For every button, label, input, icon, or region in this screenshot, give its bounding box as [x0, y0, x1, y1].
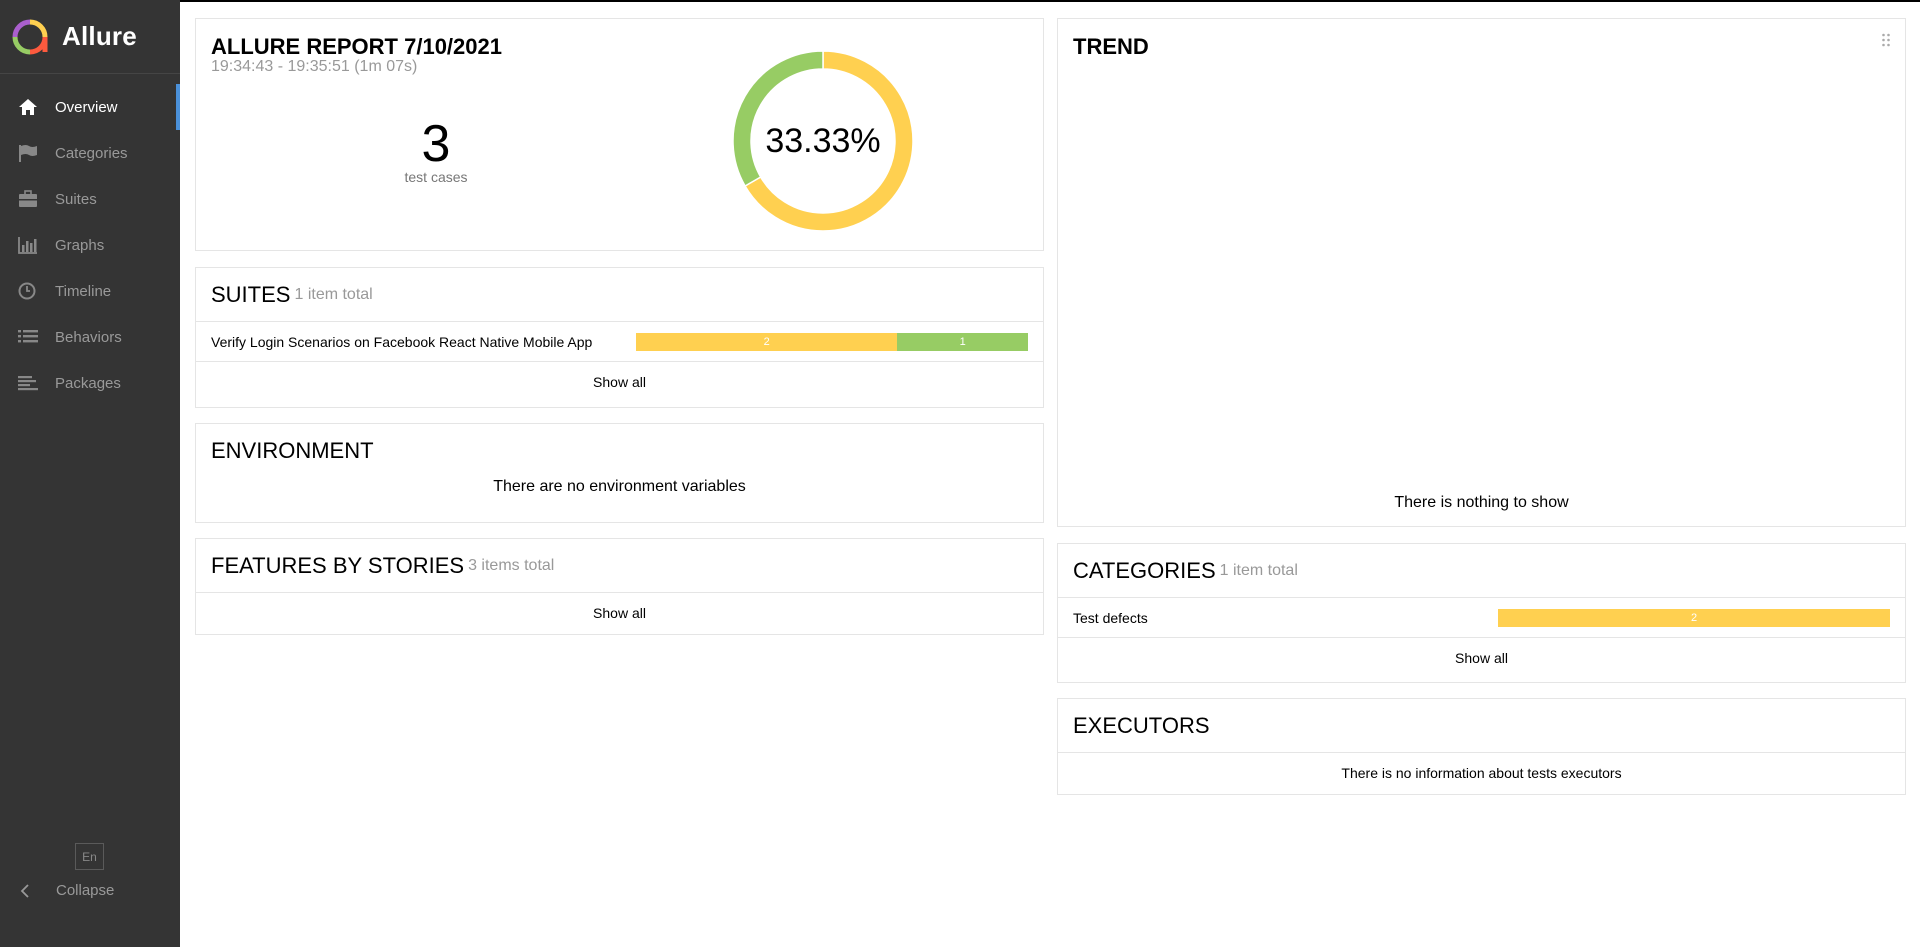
chevron-left-icon — [20, 883, 34, 898]
sidebar-item-suites[interactable]: Suites — [0, 176, 180, 222]
categories-widget: CATEGORIES 1 item total Test defects 2 S… — [1057, 543, 1906, 683]
categories-header: CATEGORIES 1 item total — [1058, 544, 1905, 598]
sidebar-item-label: Behaviors — [55, 328, 122, 346]
overview-content: ALLURE REPORT 7/10/2021 19:34:43 - 19:35… — [180, 2, 1920, 947]
sidebar-item-label: Packages — [55, 374, 121, 392]
bar-chart-icon — [17, 235, 39, 255]
report-time-range: 19:34:43 - 19:35:51 (1m 07s) — [211, 58, 418, 75]
executors-title: EXECUTORS — [1073, 712, 1210, 738]
category-row[interactable]: Test defects 2 — [1058, 598, 1905, 638]
suites-widget: SUITES 1 item total Verify Login Scenari… — [195, 267, 1044, 408]
features-show-all-button[interactable]: Show all — [593, 605, 646, 621]
category-status-bar: 2 — [1498, 608, 1890, 627]
summary-widget: ALLURE REPORT 7/10/2021 19:34:43 - 19:35… — [195, 18, 1044, 251]
trend-widget: TREND There is nothing to show — [1057, 18, 1906, 527]
suite-row[interactable]: Verify Login Scenarios on Facebook React… — [196, 322, 1043, 362]
executors-header: EXECUTORS — [1058, 699, 1905, 753]
features-title: FEATURES BY STORIES — [211, 552, 465, 578]
environment-header: ENVIRONMENT — [196, 424, 1043, 478]
categories-show-all-button[interactable]: Show all — [1455, 650, 1508, 666]
suites-header: SUITES 1 item total — [196, 268, 1043, 322]
language-button[interactable]: En — [75, 843, 104, 870]
donut-slice-passed[interactable] — [732, 50, 824, 188]
brand-name: Allure — [62, 21, 137, 51]
sidebar-item-packages[interactable]: Packages — [0, 360, 180, 406]
categories-count: 1 item total — [1219, 561, 1298, 579]
home-icon — [17, 97, 39, 117]
sidebar-nav: Overview Categories Suites Graphs Timeli… — [0, 84, 180, 406]
trend-empty-message: There is nothing to show — [1394, 494, 1569, 511]
collapse-button[interactable]: Collapse — [20, 882, 114, 899]
sidebar-item-behaviors[interactable]: Behaviors — [0, 314, 180, 360]
sidebar-item-label: Graphs — [55, 236, 105, 254]
category-name: Test defects — [1073, 609, 1148, 626]
collapse-label: Collapse — [56, 882, 115, 899]
executors-empty-message: There is no information about tests exec… — [1341, 765, 1622, 781]
sidebar-item-label: Suites — [55, 190, 97, 208]
allure-logo-icon — [12, 19, 48, 54]
suites-title: SUITES — [211, 281, 291, 307]
briefcase-icon — [17, 189, 39, 209]
environment-title: ENVIRONMENT — [211, 438, 374, 463]
categories-title: CATEGORIES — [1073, 557, 1216, 583]
environment-empty-message: There are no environment variables — [493, 478, 746, 495]
environment-widget: ENVIRONMENT There are no environment var… — [195, 423, 1044, 523]
flag-icon — [17, 143, 39, 163]
sidebar-item-categories[interactable]: Categories — [0, 130, 180, 176]
brand[interactable]: Allure — [0, 0, 180, 74]
sidebar-item-overview[interactable]: Overview — [0, 84, 180, 130]
features-header: FEATURES BY STORIES 3 items total — [196, 539, 1043, 593]
features-count: 3 items total — [468, 556, 555, 574]
suite-name: Verify Login Scenarios on Facebook React… — [211, 333, 593, 350]
report-title: ALLURE REPORT 7/10/2021 — [211, 34, 502, 59]
clock-icon — [17, 281, 39, 301]
suites-show-all-button[interactable]: Show all — [593, 374, 646, 390]
drag-handle-icon[interactable] — [1881, 33, 1891, 47]
features-widget: FEATURES BY STORIES 3 items total Show a… — [195, 538, 1044, 635]
sidebar: Allure Overview Categories Suites Graphs — [0, 0, 180, 947]
test-case-count-label: test cases — [404, 169, 468, 185]
align-left-icon — [17, 373, 39, 393]
executors-widget: EXECUTORS There is no information about … — [1057, 698, 1906, 795]
sidebar-item-graphs[interactable]: Graphs — [0, 222, 180, 268]
suite-status-bar: 2 1 — [636, 332, 1028, 351]
broken-segment: 2 — [636, 332, 898, 351]
success-rate-label: 33.33% — [765, 121, 881, 160]
sidebar-item-label: Overview — [55, 98, 118, 116]
broken-segment: 2 — [1498, 608, 1890, 627]
success-rate-donut[interactable] — [723, 41, 923, 241]
sidebar-item-timeline[interactable]: Timeline — [0, 268, 180, 314]
passed-segment: 1 — [897, 332, 1028, 351]
test-case-count: 3 — [421, 115, 451, 173]
list-icon — [17, 327, 39, 347]
sidebar-item-label: Timeline — [55, 282, 112, 300]
sidebar-item-label: Categories — [55, 144, 128, 162]
trend-title: TREND — [1073, 34, 1149, 59]
suites-count: 1 item total — [294, 285, 373, 303]
donut-slice-broken[interactable] — [744, 50, 914, 232]
